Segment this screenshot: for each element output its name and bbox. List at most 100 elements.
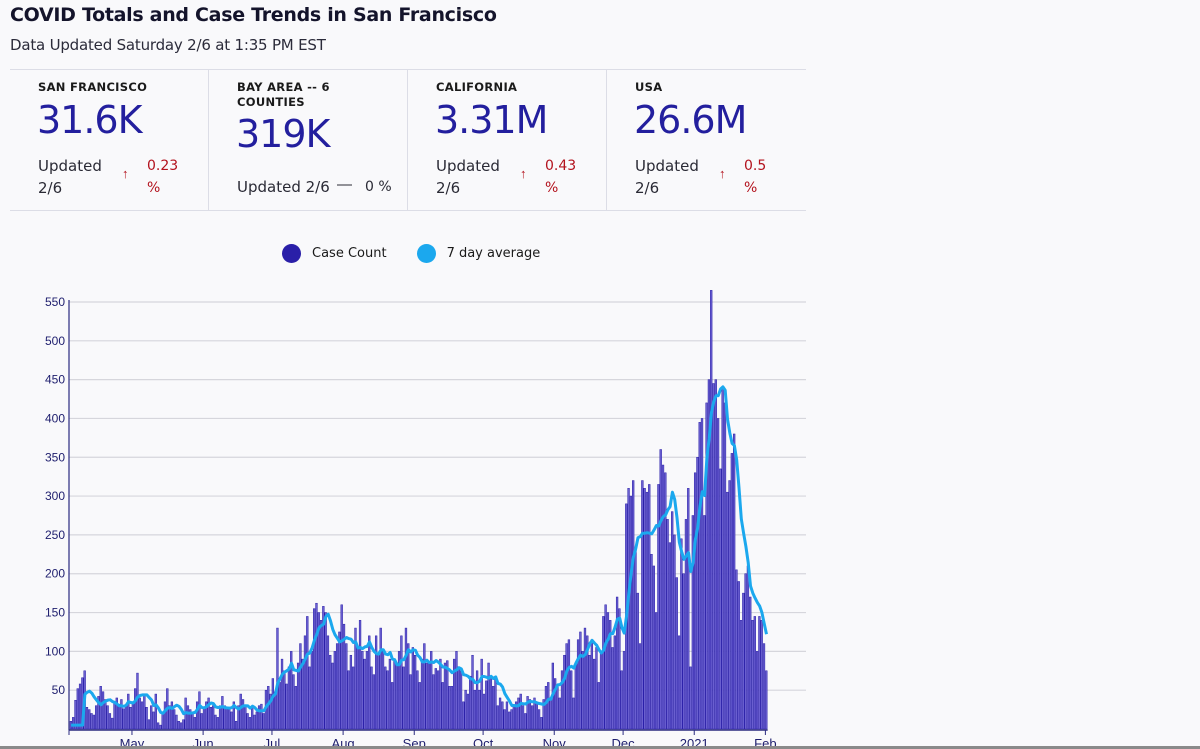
case-count-bar (159, 724, 162, 730)
case-count-bar (189, 709, 192, 730)
case-count-bar (179, 722, 183, 730)
case-count-bar (237, 705, 240, 730)
seven-day-average-line (71, 385, 768, 727)
case-count-bar (478, 689, 481, 730)
y-tick-label: 400 (45, 411, 65, 425)
case-count-bar (404, 627, 408, 730)
case-count-bar (436, 670, 440, 730)
case-count-bar (326, 635, 330, 730)
case-count-bar (173, 709, 176, 730)
case-count-bar (329, 654, 332, 730)
case-count-bar (629, 495, 633, 730)
case-count-bar (579, 631, 582, 730)
page-title: COVID Totals and Case Trends in San Fran… (10, 4, 497, 26)
x-tick-label: Jun (193, 736, 214, 749)
case-count-bar (200, 713, 203, 730)
case-count-bar (469, 675, 472, 730)
case-count-bar (455, 651, 458, 730)
case-count-bar (115, 697, 118, 730)
case-count-bar (106, 705, 109, 730)
case-count-bar (632, 480, 635, 730)
case-count-bar (755, 651, 759, 730)
case-count-bar (145, 707, 148, 730)
case-count-bar (473, 689, 476, 730)
case-count-bar (583, 627, 587, 730)
case-count-bar (246, 713, 249, 730)
case-count-bar (262, 713, 265, 730)
case-count-bar (193, 717, 196, 730)
case-count-bar (386, 670, 389, 730)
case-count-bar (512, 705, 515, 730)
case-count-bar (693, 472, 697, 730)
case-count-bar (609, 620, 612, 730)
case-count-bar (349, 654, 353, 730)
case-count-bar (496, 705, 499, 730)
case-count-bar (677, 635, 681, 730)
case-count-bar (170, 701, 174, 730)
x-tick-label: Jul (264, 736, 281, 749)
case-count-bar (175, 714, 178, 730)
case-count-bar (668, 542, 672, 730)
case-count-bar (553, 678, 557, 730)
legend-item-7-day-average[interactable]: 7 day average (416, 244, 540, 263)
case-count-bar (730, 453, 734, 730)
stat-value: 3.31M (435, 98, 548, 142)
case-count-bar (528, 699, 532, 730)
x-tick-label: Sep (403, 736, 426, 749)
case-count-bar (85, 707, 89, 730)
case-count-bar (599, 651, 603, 730)
case-count-bar (498, 697, 502, 730)
case-count-bar (615, 596, 619, 730)
case-count-bar (393, 658, 396, 730)
case-count-bar (168, 705, 171, 730)
case-count-bar (517, 697, 520, 730)
case-count-bar (113, 701, 116, 730)
case-count-bar (505, 701, 509, 730)
case-count-bar (244, 705, 247, 730)
legend-item-case-count[interactable]: Case Count (282, 244, 387, 263)
case-count-bar (354, 627, 357, 730)
stat-change: 0 % (365, 179, 392, 195)
case-count-bar (425, 662, 428, 730)
y-tick-label: 450 (45, 373, 65, 387)
case-count-bar (494, 678, 497, 730)
case-count-bar (684, 519, 688, 730)
case-count-bar (634, 550, 637, 730)
case-count-bar (278, 682, 281, 730)
case-count-bar (659, 449, 662, 730)
stat-updated: Updated 2/6 (635, 157, 699, 197)
case-count-bar (156, 722, 160, 730)
case-count-bar (345, 643, 348, 730)
case-count-bar (526, 696, 529, 730)
case-count-bar (111, 717, 114, 730)
case-count-bar (721, 387, 724, 730)
case-count-bar (122, 708, 125, 730)
case-count-bar (388, 658, 392, 730)
case-count-bar (395, 662, 398, 730)
case-count-bar (335, 643, 339, 730)
case-count-bar (377, 654, 380, 730)
case-count-bar (542, 699, 545, 730)
stat-label: USA (635, 80, 663, 94)
case-count-bar (489, 675, 493, 730)
case-count-bar (597, 682, 600, 730)
stats-row: SAN FRANCISCO 31.6K Updated 2/6 ↑ 0.23 %… (10, 69, 806, 211)
case-count-bar (143, 693, 146, 730)
case-count-bar (209, 707, 213, 730)
case-count-bar (705, 402, 708, 730)
case-count-bar (434, 668, 437, 730)
case-count-bar (765, 670, 768, 730)
case-count-bar (310, 651, 314, 730)
case-count-bar (356, 647, 359, 730)
case-count-bar (234, 720, 238, 730)
case-count-bar (480, 658, 483, 730)
case-count-bar (519, 693, 522, 730)
y-tick-label: 200 (45, 567, 65, 581)
stat-card-san-francisco: SAN FRANCISCO 31.6K Updated 2/6 ↑ 0.23 % (10, 70, 209, 210)
case-count-bar (540, 717, 543, 730)
case-count-bar (459, 670, 463, 730)
case-count-bar (216, 717, 219, 730)
case-count-bar (689, 666, 692, 730)
case-count-bar (317, 612, 320, 730)
case-count-bar (531, 705, 534, 730)
